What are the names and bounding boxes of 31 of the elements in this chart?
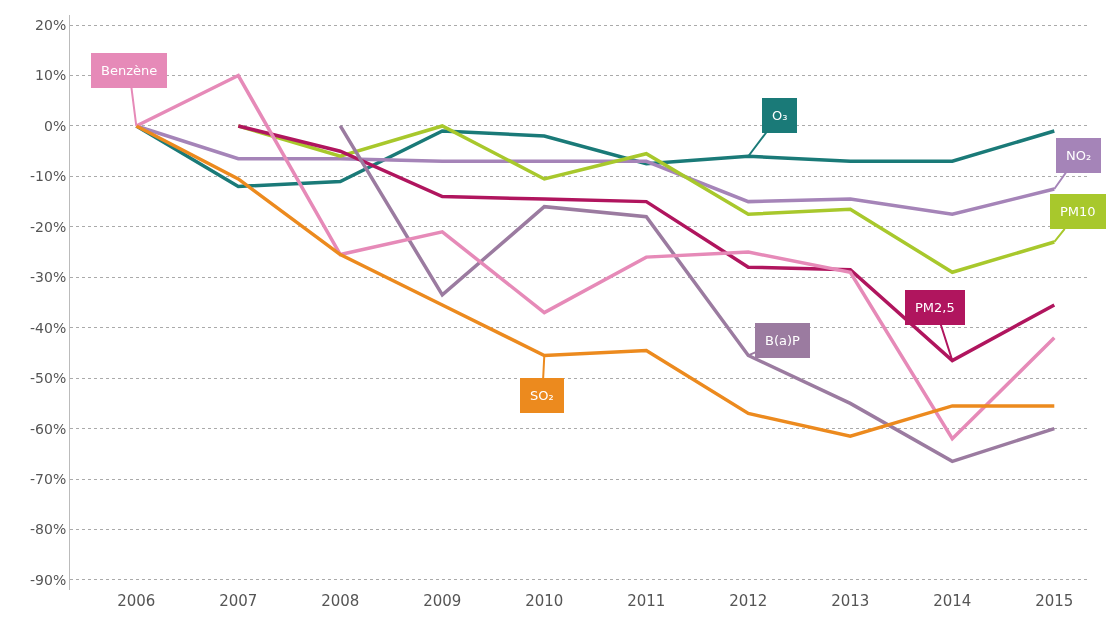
y-tick-label: -70%	[30, 470, 67, 487]
y-tick-label: 0%	[43, 117, 67, 134]
y-tick-label: -40%	[30, 319, 67, 336]
line-series	[338, 124, 1057, 464]
y-tick-label: -90%	[30, 571, 67, 588]
annotation: PM2,5	[915, 300, 955, 315]
y-tick-label: 20%	[35, 16, 67, 33]
x-tick-label: 2012	[729, 592, 768, 610]
x-tick-label: 2006	[117, 592, 156, 610]
x-tick-label: 2014	[933, 592, 972, 610]
y-tick-label: -60%	[30, 420, 67, 437]
y-tick-label: -50%	[30, 370, 67, 387]
y-tick-label: 10%	[35, 67, 67, 84]
x-tick-label: 2013	[831, 592, 870, 610]
annotation: B(a)P	[765, 333, 801, 348]
annotation: NO₂	[1066, 148, 1092, 163]
annotation: SO₂	[530, 388, 554, 403]
x-tick-label: 2009	[423, 592, 462, 610]
x-tick-label: 2007	[219, 592, 258, 610]
y-tick-label: -30%	[30, 269, 67, 286]
x-tick-label: 2015	[1035, 592, 1074, 610]
x-tick-label: 2011	[627, 592, 666, 610]
annotation: Benzène	[101, 63, 158, 78]
y-tick-label: -20%	[30, 218, 67, 235]
x-tick-label: 2008	[321, 592, 360, 610]
annotation: O₃	[772, 108, 788, 123]
y-tick-label: -10%	[30, 168, 67, 185]
x-tick-label: 2010	[525, 592, 564, 610]
y-tick-label: -80%	[30, 521, 67, 538]
line-series	[236, 124, 1057, 363]
annotation: PM10	[1060, 204, 1096, 219]
